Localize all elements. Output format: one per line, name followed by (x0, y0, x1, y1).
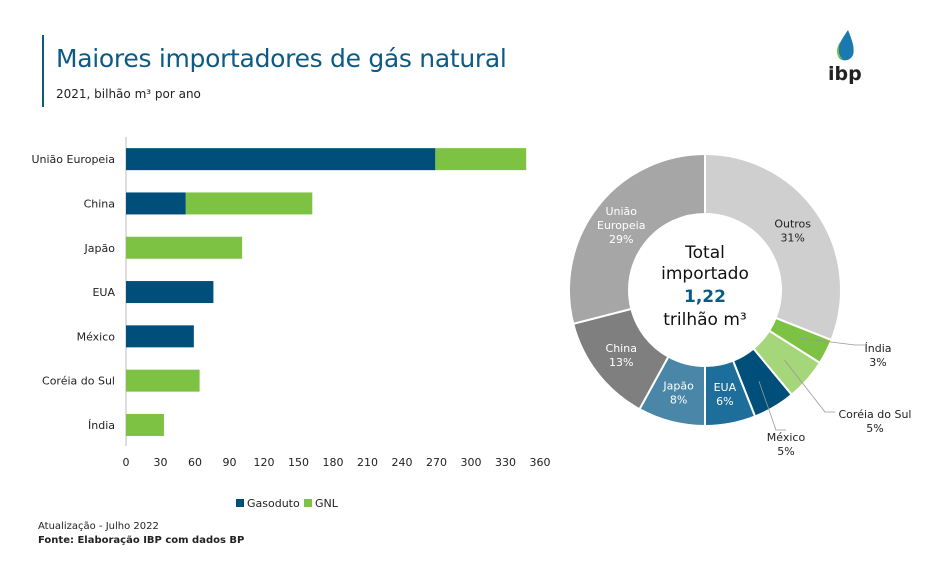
source-note: Fonte: Elaboração IBP com dados BP (38, 535, 245, 546)
center-line1: Total (684, 243, 725, 263)
slice-label: EUA (714, 381, 737, 394)
x-tick-label: 300 (461, 456, 482, 469)
bar-gnl (126, 236, 243, 259)
bar-gnl (435, 148, 527, 171)
category-label: Coréia do Sul (42, 375, 115, 388)
category-label: EUA (92, 286, 115, 299)
x-tick-label: 30 (154, 456, 168, 469)
legend-swatch (236, 499, 244, 507)
x-tick-label: 90 (223, 456, 237, 469)
x-tick-label: 240 (392, 456, 413, 469)
center-total-value: 1,22 (684, 287, 726, 307)
category-label: Índia (88, 419, 115, 432)
update-note: Atualização - Julho 2022 (38, 521, 159, 532)
bar-gasoduto (126, 281, 214, 304)
bar-gnl (185, 192, 313, 215)
leader-line (758, 381, 786, 431)
legend-label: Gasoduto (247, 497, 300, 510)
x-tick-label: 180 (323, 456, 344, 469)
x-tick-label: 0 (123, 456, 130, 469)
slice-pct: 3% (869, 356, 886, 369)
slice-pct: 5% (777, 445, 794, 458)
bar-gasoduto (126, 325, 194, 348)
leader-line (799, 337, 865, 346)
slice-label: Outros (774, 217, 811, 230)
category-label: China (84, 197, 115, 210)
slice-label: China (606, 342, 637, 355)
bar-gnl (126, 369, 200, 392)
category-label: México (77, 330, 116, 343)
slice-pct: 31% (780, 231, 804, 244)
x-tick-label: 120 (254, 456, 275, 469)
title-accent-bar (42, 35, 44, 107)
slice-pct: 13% (609, 356, 633, 369)
center-line2: importado (661, 264, 749, 284)
slice-label: Europeia (597, 219, 645, 232)
bar-gasoduto (126, 148, 436, 171)
slice-label: União (605, 205, 637, 218)
x-tick-label: 150 (288, 456, 309, 469)
slice-label: México (767, 431, 806, 444)
category-label: União Europeia (31, 153, 115, 166)
slice-pct: 29% (609, 233, 633, 246)
slice-pct: 5% (866, 422, 883, 435)
donut-slice (704, 152, 842, 342)
bar-gasoduto (126, 192, 186, 215)
slice-label: Japão (662, 380, 694, 393)
page-subtitle: 2021, bilhão m³ por ano (56, 87, 201, 101)
category-label: Japão (84, 242, 116, 255)
center-line4: trilhão m³ (663, 310, 746, 330)
x-tick-label: 270 (426, 456, 447, 469)
x-tick-label: 210 (357, 456, 378, 469)
svg-text:ibp: ibp (828, 63, 862, 84)
slice-label: Coréia do Sul (839, 408, 912, 421)
x-tick-label: 330 (495, 456, 516, 469)
slice-label: Índia (865, 342, 892, 355)
donut-slice (568, 152, 706, 326)
x-tick-label: 60 (188, 456, 202, 469)
slice-pct: 6% (716, 395, 733, 408)
slice-pct: 8% (670, 394, 687, 407)
legend-label: GNL (315, 497, 339, 510)
leader-line (784, 359, 835, 413)
x-tick-label: 360 (530, 456, 551, 469)
page-title: Maiores importadores de gás natural (56, 44, 507, 73)
bar-gnl (126, 413, 164, 436)
legend-swatch (304, 499, 312, 507)
ibp-logo: ibp (826, 28, 866, 88)
